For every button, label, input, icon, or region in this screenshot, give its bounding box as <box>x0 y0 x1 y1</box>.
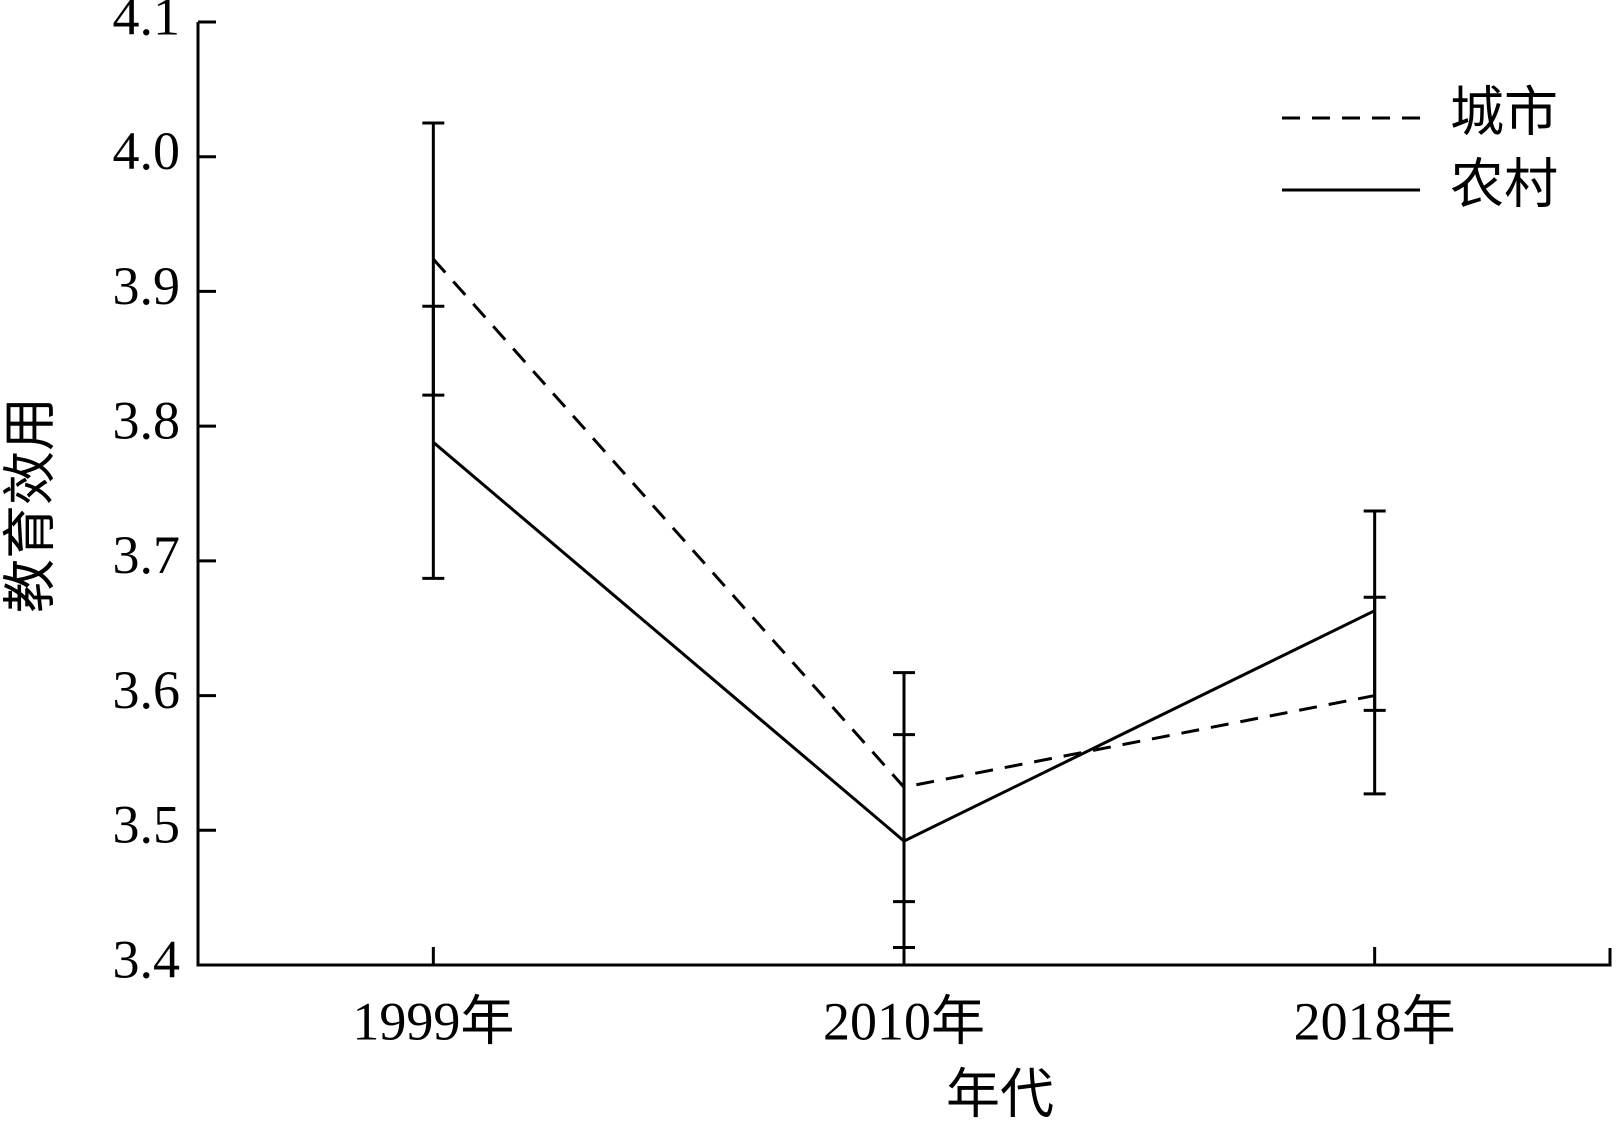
y-tick-label: 3.8 <box>113 391 181 451</box>
error-bar <box>1363 509 1386 712</box>
y-tick-label: 3.6 <box>113 660 181 720</box>
y-tick-label: 3.7 <box>113 525 181 585</box>
legend-label: 农村 <box>1450 154 1558 214</box>
y-tick-label: 3.4 <box>113 929 181 989</box>
error-bar <box>422 304 445 580</box>
legend-label: 城市 <box>1450 82 1558 142</box>
y-tick-label: 4.0 <box>113 121 181 181</box>
y-tick-label: 3.9 <box>113 256 181 316</box>
x-tick-label: 2018年 <box>1294 991 1456 1051</box>
x-axis-label: 年代 <box>946 1064 1054 1124</box>
error-bar <box>893 733 915 949</box>
y-tick-label: 4.1 <box>113 0 181 46</box>
y-axis-label: 教育效用 <box>0 397 60 613</box>
x-tick-label: 1999年 <box>352 991 514 1051</box>
y-tick-label: 3.5 <box>113 795 181 855</box>
x-tick-label: 2010年 <box>823 991 985 1051</box>
